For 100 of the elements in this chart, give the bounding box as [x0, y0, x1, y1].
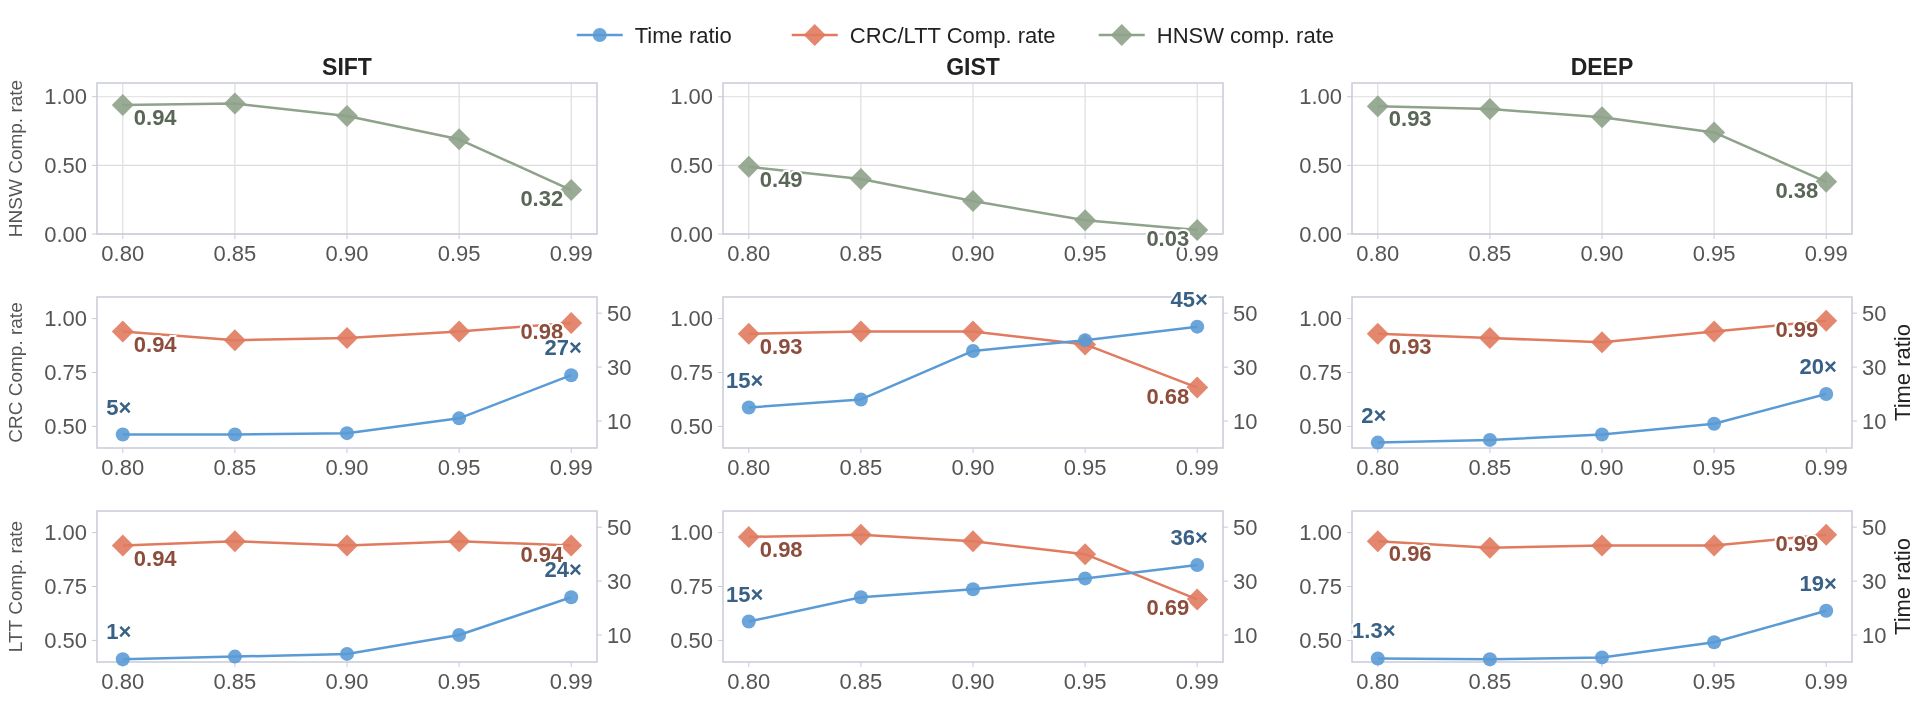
y-tick-label: 1.00 — [1299, 520, 1342, 546]
legend-label: Time ratio — [634, 22, 732, 48]
y2-tick-label: 50 — [607, 514, 632, 540]
y2-tick-label: 10 — [607, 408, 632, 434]
x-tick-label: 0.85 — [213, 669, 257, 694]
x-tick-label: 0.99 — [549, 241, 593, 266]
data-label: 15× — [726, 581, 764, 607]
y-tick-label: 0.50 — [1299, 153, 1342, 179]
x-tick-label: 0.99 — [549, 669, 593, 694]
legend-label: CRC/LTT Comp. rate — [849, 22, 1056, 48]
x-tick-label: 0.80 — [727, 455, 771, 480]
y-tick-label: 0.75 — [44, 574, 87, 600]
data-label: 0.99 — [1775, 530, 1819, 556]
x-tick-label: 0.90 — [1580, 669, 1624, 694]
y-tick-label: 0.50 — [670, 628, 713, 654]
y2-tick-label: 10 — [1862, 408, 1887, 434]
chart-title: SIFT — [322, 54, 372, 80]
y-tick-label: 1.00 — [670, 84, 713, 110]
y2-tick-label: 10 — [607, 622, 632, 648]
y2-tick-label: 30 — [607, 354, 632, 380]
y2-tick-label: 30 — [1862, 568, 1887, 594]
legend-label: HNSW comp. rate — [1156, 22, 1335, 48]
y-tick-label: 0.75 — [670, 574, 713, 600]
x-tick-label: 0.80 — [1356, 669, 1400, 694]
y-tick-label: 0.50 — [1299, 628, 1342, 654]
x-tick-label: 0.95 — [1692, 669, 1736, 694]
data-label: 2× — [1361, 402, 1387, 428]
y-tick-label: 0.75 — [44, 360, 87, 386]
y-tick-label: 1.00 — [670, 520, 713, 546]
y2-tick-label: 50 — [607, 300, 632, 326]
y-tick-label: 0.50 — [1299, 414, 1342, 440]
data-label: 20× — [1799, 354, 1837, 380]
y-tick-label: 1.00 — [44, 520, 87, 546]
x-tick-label: 0.99 — [1175, 455, 1219, 480]
x-tick-label: 0.90 — [1580, 241, 1624, 266]
x-tick-label: 0.95 — [437, 241, 481, 266]
x-tick-label: 0.80 — [101, 669, 145, 694]
x-tick-label: 0.85 — [839, 455, 883, 480]
y2-tick-label: 10 — [1862, 622, 1887, 648]
data-label: 45× — [1170, 286, 1208, 312]
x-tick-label: 0.99 — [1804, 241, 1848, 266]
data-label: 0.94 — [133, 545, 178, 571]
y2-tick-label: 10 — [1233, 408, 1258, 434]
data-label: 0.49 — [759, 166, 803, 192]
chart-title: DEEP — [1570, 54, 1634, 80]
x-tick-label: 0.85 — [213, 241, 257, 266]
data-label: 0.68 — [1146, 383, 1190, 409]
x-tick-label: 0.95 — [1692, 241, 1736, 266]
y-tick-label: 1.00 — [44, 306, 87, 332]
x-tick-label: 0.85 — [839, 241, 883, 266]
y-tick-label: 0.50 — [44, 628, 87, 654]
y-tick-label: 0.75 — [1299, 360, 1342, 386]
y-tick-label: 0.00 — [44, 221, 87, 247]
x-tick-label: 0.95 — [437, 669, 481, 694]
x-tick-label: 0.99 — [1804, 669, 1848, 694]
y2-tick-label: 30 — [1862, 354, 1887, 380]
y2-tick-label: 10 — [1233, 622, 1258, 648]
x-tick-label: 0.80 — [1356, 241, 1400, 266]
data-label: 0.94 — [133, 104, 178, 130]
y-tick-label: 0.75 — [1299, 574, 1342, 600]
x-tick-label: 0.85 — [1468, 455, 1512, 480]
y-tick-label: 0.00 — [1299, 221, 1342, 247]
data-label: 0.93 — [1388, 106, 1432, 132]
data-label: 0.98 — [759, 536, 803, 562]
data-label: 0.94 — [133, 331, 178, 357]
x-tick-label: 0.95 — [1063, 455, 1107, 480]
data-label: 19× — [1799, 570, 1837, 596]
chart-title: GIST — [946, 54, 1000, 80]
x-tick-label: 0.80 — [1356, 455, 1400, 480]
x-tick-label: 0.80 — [101, 241, 145, 266]
y-tick-label: 0.50 — [670, 414, 713, 440]
y-axis-title: CRC Comp. rate — [5, 302, 26, 443]
data-label: 0.93 — [1388, 333, 1432, 359]
y-tick-label: 1.00 — [44, 84, 87, 110]
x-tick-label: 0.80 — [727, 669, 771, 694]
x-tick-label: 0.99 — [1175, 669, 1219, 694]
y-tick-label: 1.00 — [1299, 84, 1342, 110]
data-label: 1.3× — [1352, 618, 1396, 644]
x-tick-label: 0.90 — [951, 455, 995, 480]
x-tick-label: 0.90 — [1580, 455, 1624, 480]
x-tick-label: 0.95 — [437, 455, 481, 480]
x-tick-label: 0.90 — [325, 241, 369, 266]
x-tick-label: 0.90 — [325, 455, 369, 480]
y-tick-label: 0.75 — [670, 360, 713, 386]
data-label: 0.96 — [1388, 541, 1432, 567]
data-label: 0.69 — [1146, 595, 1190, 621]
x-tick-label: 0.85 — [1468, 669, 1512, 694]
x-tick-label: 0.99 — [549, 455, 593, 480]
data-label: 0.32 — [520, 186, 564, 212]
x-tick-label: 0.85 — [1468, 241, 1512, 266]
x-tick-label: 0.95 — [1692, 455, 1736, 480]
y2-axis-title: Time ratio — [1890, 324, 1915, 421]
y-tick-label: 0.50 — [44, 414, 87, 440]
data-label: 0.93 — [759, 333, 803, 359]
data-label: 36× — [1170, 524, 1208, 550]
data-label: 5× — [106, 394, 132, 420]
x-tick-label: 0.95 — [1063, 669, 1107, 694]
y-tick-label: 1.00 — [670, 306, 713, 332]
x-tick-label: 0.99 — [1804, 455, 1848, 480]
x-tick-label: 0.80 — [727, 241, 771, 266]
